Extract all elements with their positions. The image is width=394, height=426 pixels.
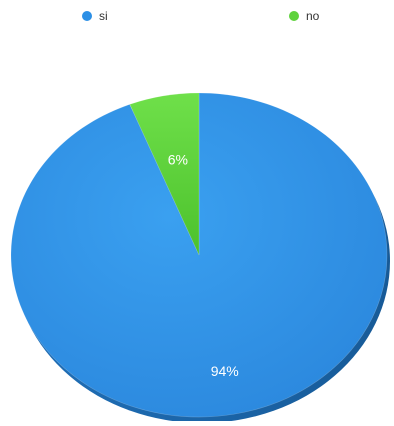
legend: si no — [82, 9, 320, 23]
pie-slice-si — [10, 92, 388, 418]
legend-label-si: si — [99, 9, 108, 23]
pie-slice-no — [129, 92, 200, 256]
legend-item-si: si — [82, 9, 108, 23]
legend-swatch-no — [289, 11, 299, 21]
slice-label-no: 6% — [168, 152, 188, 168]
pie-labels: 94% 6% — [168, 152, 239, 380]
legend-item-no: no — [289, 9, 320, 23]
legend-label-no: no — [306, 9, 320, 23]
pie-slices — [10, 92, 388, 418]
slice-label-si: 94% — [211, 363, 239, 379]
legend-swatch-si — [82, 11, 92, 21]
